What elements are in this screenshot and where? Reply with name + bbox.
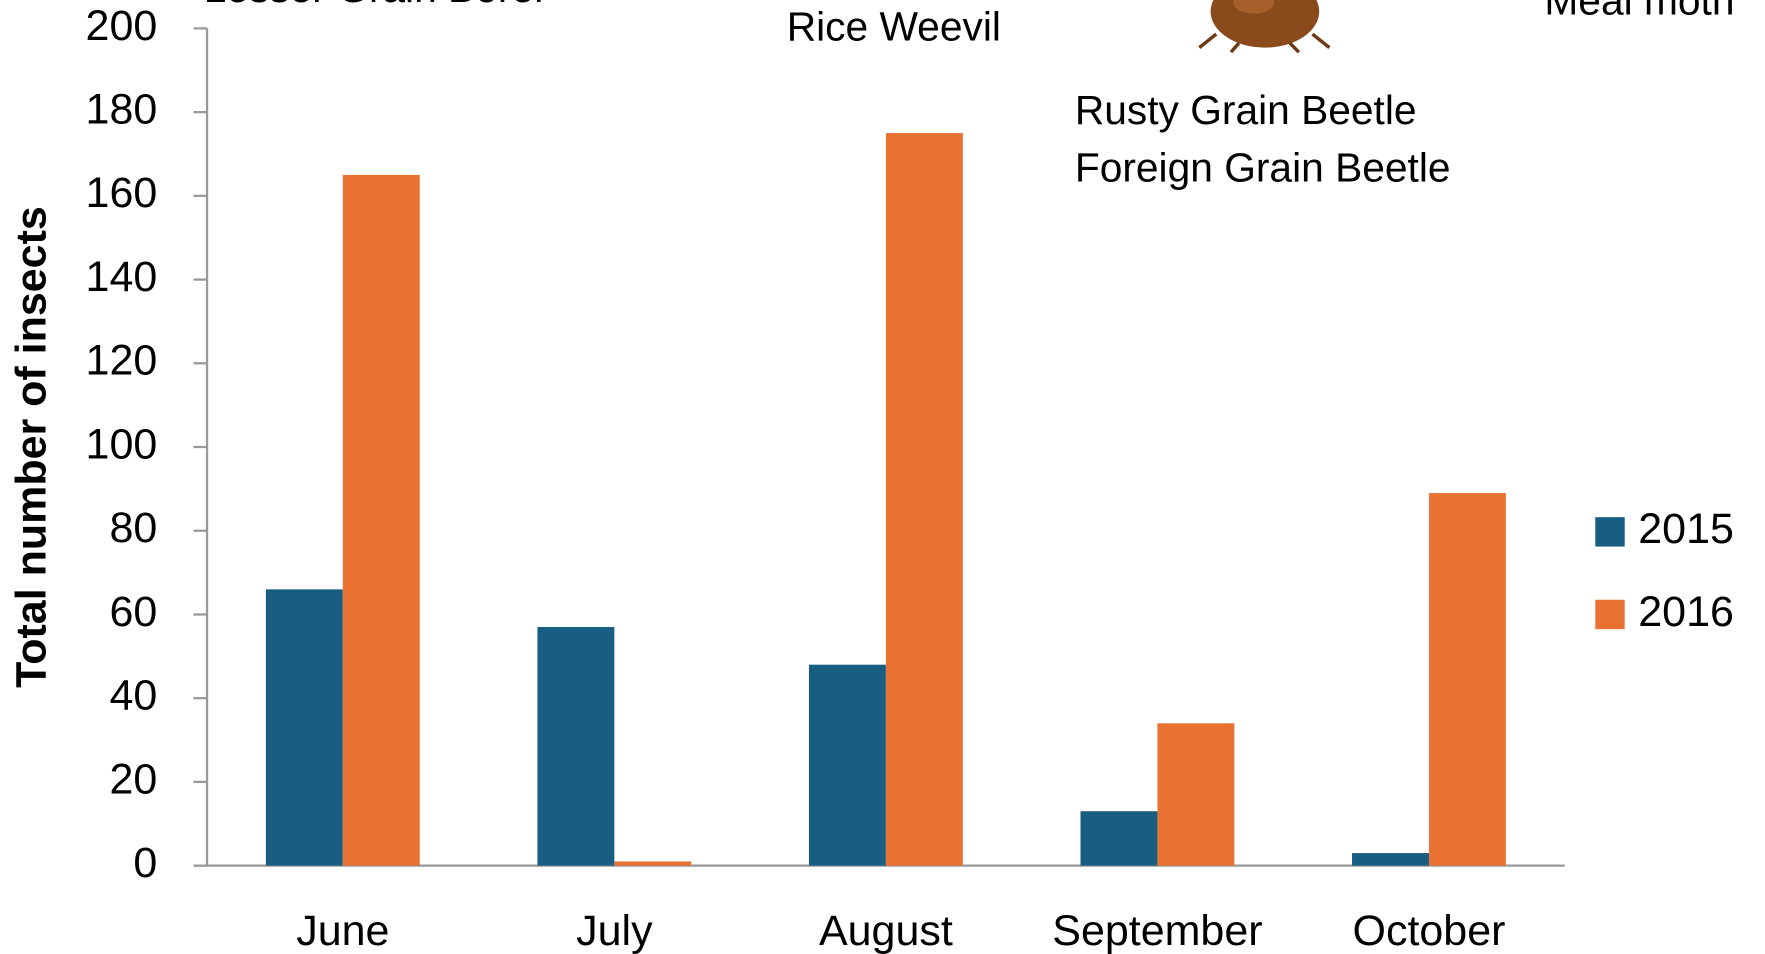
y-tick-label: 80 <box>109 504 157 552</box>
annotation: Meal moth <box>1544 0 1734 23</box>
y-tick-label: 100 <box>86 420 158 468</box>
bar <box>265 589 343 866</box>
y-tick-label: 120 <box>86 337 158 385</box>
bar <box>1428 493 1506 866</box>
bar <box>342 174 420 866</box>
y-axis-label: Total number of insects <box>7 206 55 688</box>
legend-swatch <box>1595 517 1625 547</box>
y-tick-label: 0 <box>133 839 157 887</box>
bar <box>537 627 615 866</box>
x-tick-label: September <box>1052 907 1262 954</box>
bar <box>808 664 886 866</box>
y-tick-label: 20 <box>109 755 157 803</box>
y-tick-label: 180 <box>86 85 158 133</box>
x-tick-label: June <box>296 907 389 954</box>
annotation: Rice Weevil <box>787 3 1001 49</box>
annotation: Foreign Grain Beetle <box>1075 145 1451 191</box>
x-tick-label: October <box>1353 907 1506 954</box>
y-tick-label: 40 <box>109 672 157 720</box>
bar <box>1352 853 1429 866</box>
bar <box>1080 811 1158 866</box>
beetle-icon <box>1198 0 1331 54</box>
annotation: Rusty Grain Beetle <box>1075 87 1417 133</box>
y-tick-label: 200 <box>86 2 158 50</box>
bar <box>1157 723 1235 866</box>
legend-label: 2016 <box>1638 588 1734 636</box>
annotation: Lesser Grain Borer <box>204 0 548 11</box>
y-tick-label: 160 <box>86 169 158 217</box>
bar <box>614 861 692 866</box>
y-tick-label: 60 <box>109 588 157 636</box>
bar <box>885 133 963 866</box>
y-tick-label: 140 <box>86 253 158 301</box>
x-tick-label: July <box>576 907 653 954</box>
legend-swatch <box>1595 599 1625 630</box>
x-tick-label: August <box>819 907 953 954</box>
legend-label: 2015 <box>1638 505 1734 553</box>
